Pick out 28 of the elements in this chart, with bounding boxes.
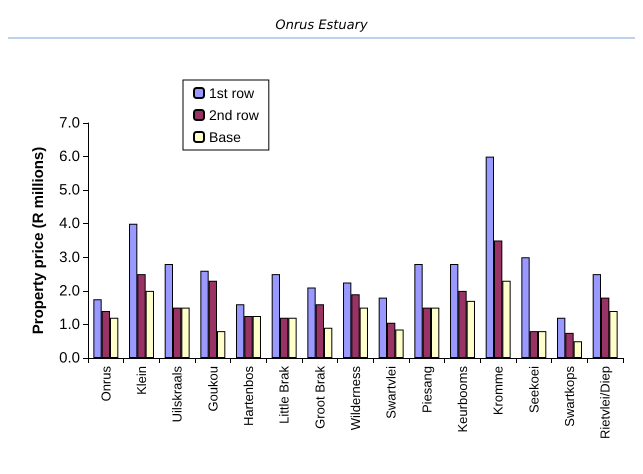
- x-tick-label: Piesang: [419, 366, 434, 413]
- x-tick-label: Wilderness: [348, 366, 363, 430]
- x-tick-label: Little Brak: [276, 366, 292, 424]
- x-tick-label: Goukou: [205, 366, 220, 412]
- x-tick-label: Seekoei: [526, 366, 542, 413]
- x-tick-label: Onrus: [98, 366, 114, 402]
- x-tick-label: Klein: [134, 366, 149, 395]
- y-tick-label: 6.0: [59, 148, 80, 166]
- y-tick-label: 4.0: [59, 215, 80, 232]
- x-tick-label: Groot Brak: [312, 366, 328, 429]
- legend-label: 2nd row: [209, 107, 260, 123]
- y-tick-label: 5.0: [59, 182, 80, 199]
- x-tick-label: Swartvlei: [384, 366, 399, 419]
- legend-label: 1st row: [209, 85, 256, 101]
- y-tick-label: 7.0: [59, 114, 80, 132]
- x-tick-label: Keurbooms: [455, 366, 470, 432]
- y-axis-title: Property price (R millions): [30, 146, 47, 334]
- y-tick-label: 3.0: [59, 248, 80, 266]
- y-tick-label: 1.0: [59, 316, 80, 333]
- x-tick-label: Hartenbos: [241, 366, 256, 426]
- legend-label: Base: [209, 129, 242, 145]
- x-tick-label: Rietvlei/Diep: [598, 366, 613, 439]
- x-tick-label: Kromme: [490, 366, 506, 416]
- chart-title: Onrus Estuary: [275, 18, 368, 33]
- y-tick-label: 0.0: [59, 350, 80, 366]
- x-tick-label: Swartkops: [562, 366, 577, 427]
- y-tick-label: 2.0: [59, 282, 80, 300]
- x-tick-label: Uilskraals: [170, 366, 185, 422]
